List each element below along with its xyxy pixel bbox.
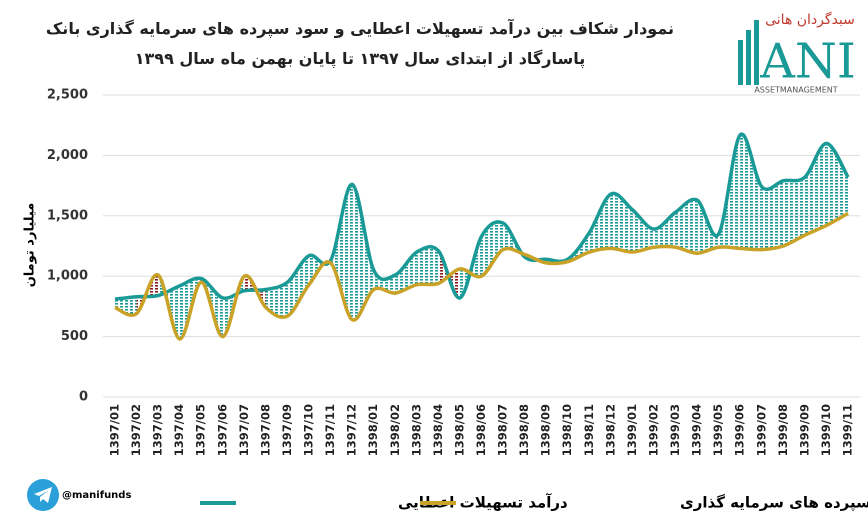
x-tick-label: 1398/12 bbox=[603, 404, 617, 456]
x-tick-label: 1399/02 bbox=[646, 404, 660, 456]
x-tick-label: 1399/09 bbox=[797, 404, 811, 456]
x-tick-label: 1399/07 bbox=[754, 404, 768, 456]
x-tick-label: 1398/05 bbox=[452, 404, 466, 456]
y-tick-label: 2,500 bbox=[47, 88, 88, 103]
logo-persian: سبدگردان هانی bbox=[765, 11, 855, 28]
x-tick-label: 1399/05 bbox=[711, 404, 725, 456]
gap-hatch bbox=[610, 193, 633, 253]
logo-mark: ANI bbox=[759, 34, 856, 90]
gap-hatch bbox=[761, 180, 784, 250]
gap-hatch bbox=[783, 177, 805, 246]
x-tick-label: 1399/01 bbox=[625, 404, 639, 456]
x-tick-label: 1397/07 bbox=[237, 404, 251, 456]
y-tick-label: 2,000 bbox=[47, 148, 88, 163]
y-axis-label: میلیارد تومان bbox=[23, 203, 38, 288]
gap-hatch bbox=[287, 255, 310, 317]
x-tick-label: 1397/08 bbox=[258, 404, 272, 456]
gap-hatch bbox=[265, 282, 288, 318]
x-tick-label: 1397/03 bbox=[151, 404, 165, 456]
gap-hatch bbox=[416, 246, 439, 285]
gap-hatch bbox=[481, 221, 504, 277]
y-tick-label: 1,500 bbox=[47, 208, 88, 223]
x-tick-label: 1397/11 bbox=[323, 404, 337, 456]
logo-subtitle: ASSETMANAGEMENT bbox=[754, 86, 837, 95]
x-tick-label: 1399/10 bbox=[819, 404, 833, 456]
chart-title: نمودار شکاف بین درآمد تسهیلات اعطایی و س… bbox=[45, 19, 675, 68]
gap-hatch bbox=[395, 252, 417, 294]
x-tick-label: 1398/03 bbox=[409, 404, 423, 456]
gap-hatch bbox=[632, 209, 654, 253]
legend-label: درآمد تسهیلات اعطایی bbox=[398, 494, 568, 512]
x-tick-label: 1397/09 bbox=[280, 404, 294, 456]
x-tick-label: 1397/02 bbox=[129, 404, 143, 456]
series-line bbox=[114, 211, 849, 341]
gap-hatch bbox=[330, 184, 353, 320]
x-tick-label: 1397/06 bbox=[215, 404, 229, 456]
y-tick-label: 1,000 bbox=[47, 269, 88, 284]
telegram: @manifunds bbox=[27, 479, 131, 511]
x-tick-label: 1397/01 bbox=[108, 404, 122, 456]
logo: سبدگردان هانی ANI ASSETMANAGEMENT bbox=[738, 11, 856, 95]
x-tick-label: 1398/06 bbox=[474, 404, 488, 456]
x-tick-label: 1399/03 bbox=[668, 404, 682, 456]
gap-hatch bbox=[309, 255, 331, 285]
y-tick-label: 0 bbox=[79, 390, 88, 405]
gap-hatch bbox=[826, 143, 848, 226]
x-tick-label: 1398/10 bbox=[560, 404, 574, 456]
gap-hatch bbox=[675, 199, 698, 254]
gap-hatch bbox=[804, 143, 827, 236]
series-line bbox=[114, 132, 850, 301]
x-tick-label: 1398/01 bbox=[366, 404, 380, 456]
legend-label: سود سپرده های سرمایه گذاری bbox=[680, 494, 868, 513]
plot-area bbox=[103, 94, 860, 398]
gap-hatch bbox=[740, 134, 762, 250]
gap-hatch bbox=[589, 194, 611, 253]
x-tick-label: 1399/04 bbox=[690, 404, 704, 456]
channel: @manifunds bbox=[62, 490, 131, 501]
x-tick-label: 1399/06 bbox=[733, 404, 747, 456]
x-tick-label: 1398/09 bbox=[539, 404, 553, 456]
gap-hatch bbox=[653, 212, 676, 248]
x-tick-label: 1398/02 bbox=[388, 404, 402, 456]
x-tick-label: 1398/11 bbox=[582, 404, 596, 456]
x-tick-label: 1397/04 bbox=[172, 404, 186, 456]
x-tick-label: 1398/08 bbox=[517, 404, 531, 456]
x-tick-label: 1398/07 bbox=[496, 404, 510, 456]
gap-hatch bbox=[244, 275, 266, 308]
x-tick-label: 1399/11 bbox=[841, 404, 855, 456]
gap-hatch bbox=[352, 184, 374, 321]
x-tick-label: 1397/12 bbox=[345, 404, 359, 456]
x-tick-label: 1397/10 bbox=[302, 404, 316, 456]
x-tick-label: 1399/08 bbox=[776, 404, 790, 456]
x-tick-label: 1398/04 bbox=[431, 404, 445, 456]
y-tick-label: 500 bbox=[61, 329, 88, 344]
x-tick-label: 1397/05 bbox=[194, 404, 208, 456]
